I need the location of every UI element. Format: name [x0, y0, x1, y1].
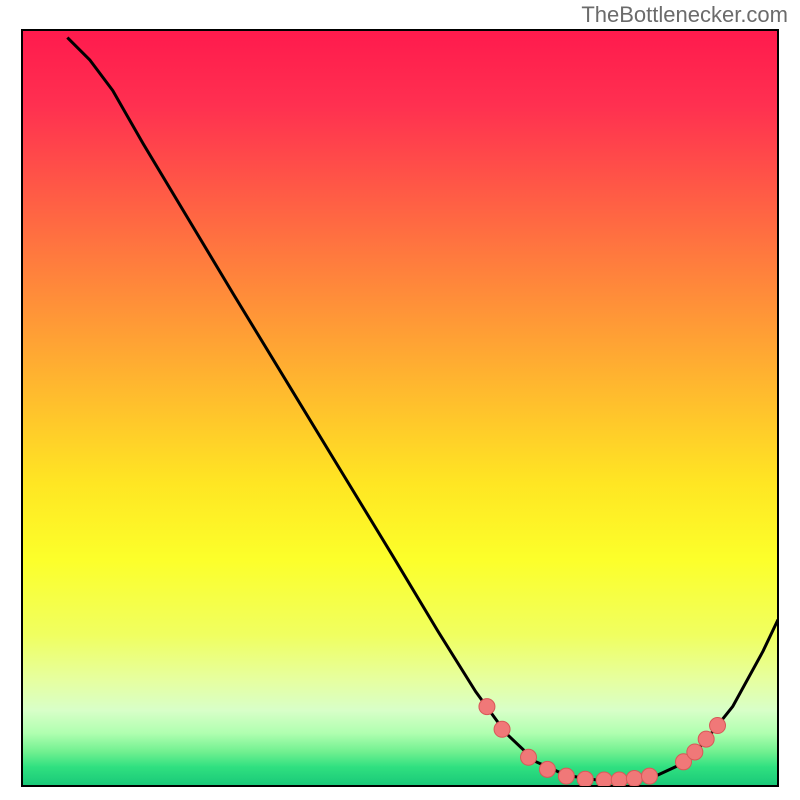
marker-dot — [521, 749, 537, 765]
marker-dot — [577, 771, 593, 787]
plot-area — [22, 30, 778, 786]
marker-dot — [626, 770, 642, 786]
marker-dot — [611, 772, 627, 788]
marker-dot — [710, 718, 726, 734]
marker-dot — [641, 768, 657, 784]
marker-dot — [539, 761, 555, 777]
marker-dot — [698, 731, 714, 747]
marker-dot — [494, 721, 510, 737]
marker-dot — [596, 772, 612, 788]
marker-dot — [479, 699, 495, 715]
bottleneck-chart: TheBottlenecker.com — [0, 0, 800, 800]
marker-dot — [558, 768, 574, 784]
watermark-text: TheBottlenecker.com — [581, 2, 788, 27]
marker-dot — [687, 744, 703, 760]
